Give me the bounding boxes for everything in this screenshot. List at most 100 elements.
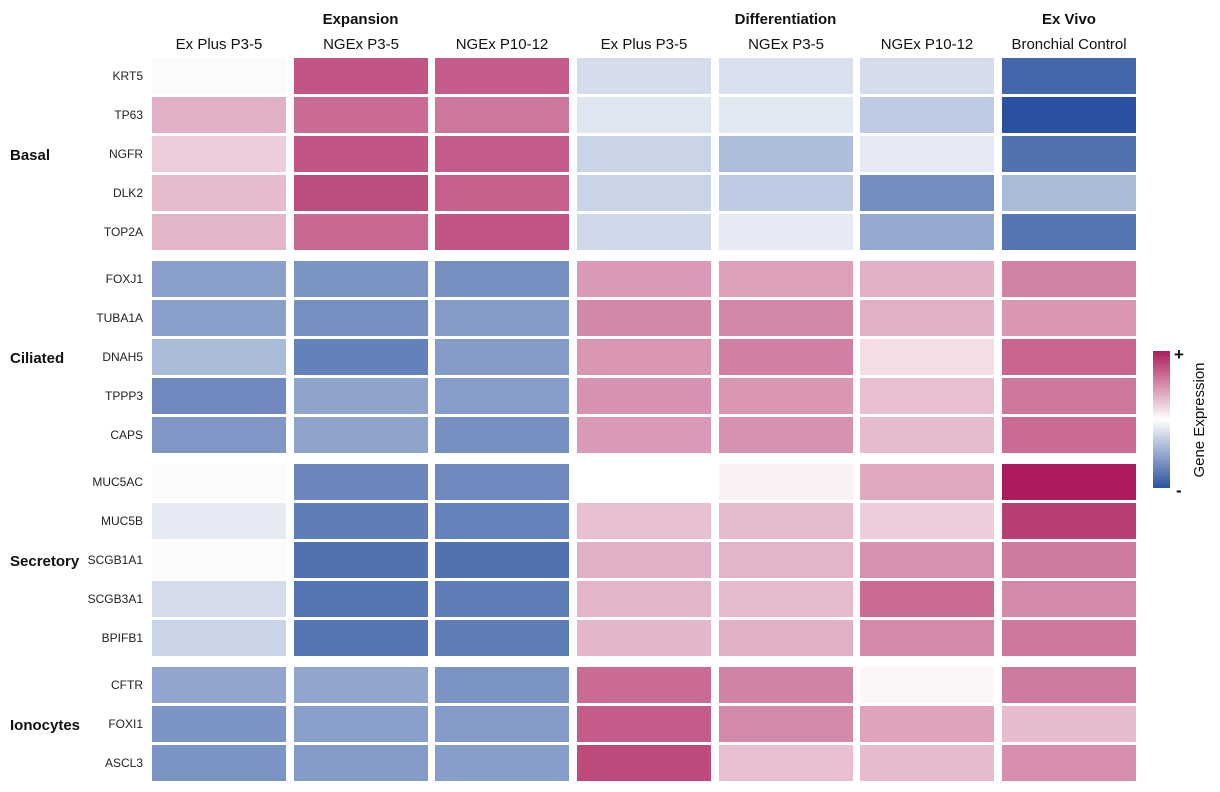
heatmap-cell [294, 97, 428, 133]
gene-label: FOXI1 [108, 717, 143, 731]
column-group-header: Expansion [323, 11, 399, 28]
heatmap-cell [1002, 58, 1136, 94]
column-group-header: Differentiation [735, 11, 837, 28]
gene-label: TUBA1A [96, 311, 143, 325]
heatmap-cell [577, 620, 711, 656]
heatmap-cell [577, 581, 711, 617]
heatmap-cell [435, 745, 569, 781]
heatmap-cell [1002, 503, 1136, 539]
heatmap-cell [577, 503, 711, 539]
heatmap-cell [577, 175, 711, 211]
heatmap-cell [860, 97, 994, 133]
row-group-label: Secretory [10, 553, 80, 570]
heatmap-cell [719, 503, 853, 539]
heatmap-cell [152, 542, 286, 578]
heatmap-cell [294, 503, 428, 539]
column-group-header: Ex Vivo [1042, 11, 1096, 28]
heatmap-cell [152, 581, 286, 617]
gene-label: DNAH5 [102, 350, 143, 364]
row-group-label: Ciliated [10, 350, 64, 367]
heatmap-cell [152, 667, 286, 703]
heatmap-cell [719, 417, 853, 453]
heatmap-cell [294, 261, 428, 297]
heatmap-cell [435, 706, 569, 742]
colorbar-max-label: + [1174, 345, 1184, 364]
heatmap-cell [152, 214, 286, 250]
heatmap-cell [152, 378, 286, 414]
heatmap-cell [152, 261, 286, 297]
heatmap-cell [435, 667, 569, 703]
heatmap-cell [152, 745, 286, 781]
heatmap-cell [152, 175, 286, 211]
gene-label: SCGB3A1 [88, 592, 144, 606]
heatmap-cell [294, 175, 428, 211]
heatmap-cell [860, 417, 994, 453]
heatmap-cell [152, 300, 286, 336]
heatmap-cell [294, 300, 428, 336]
heatmap-cell [719, 97, 853, 133]
heatmap-cell [860, 58, 994, 94]
heatmap-cell [577, 464, 711, 500]
heatmap-cell [719, 300, 853, 336]
heatmap-cell [1002, 214, 1136, 250]
heatmap-cell [577, 417, 711, 453]
heatmap-cell [152, 339, 286, 375]
heatmap-cell [294, 667, 428, 703]
heatmap-cell [435, 503, 569, 539]
heatmap-cell [719, 667, 853, 703]
heatmap-cell [294, 706, 428, 742]
heatmap-cell [294, 620, 428, 656]
heatmap-cell [719, 339, 853, 375]
column-header: NGEx P10-12 [456, 36, 549, 53]
heatmap-cell [860, 542, 994, 578]
heatmap-cell [1002, 136, 1136, 172]
heatmap-cell [152, 417, 286, 453]
heatmap-cell [435, 620, 569, 656]
heatmap-cell [860, 464, 994, 500]
heatmap-cell [719, 464, 853, 500]
heatmap-cell [435, 97, 569, 133]
gene-label: BPIFB1 [102, 631, 144, 645]
heatmap-cell [435, 542, 569, 578]
colorbar [1153, 351, 1170, 488]
heatmap-cell [860, 214, 994, 250]
heatmap-cell [577, 667, 711, 703]
heatmap-cell [1002, 667, 1136, 703]
row-group-label: Ionocytes [10, 717, 80, 734]
heatmap-cell [1002, 542, 1136, 578]
heatmap-cell [577, 214, 711, 250]
gene-label: TPPP3 [105, 389, 143, 403]
heatmap-cell [577, 378, 711, 414]
gene-label: CAPS [110, 428, 143, 442]
heatmap-cell [719, 620, 853, 656]
heatmap-cell [577, 542, 711, 578]
heatmap-cell [577, 136, 711, 172]
heatmap-cell [294, 542, 428, 578]
gene-label: SCGB1A1 [88, 553, 144, 567]
heatmap-cell [294, 464, 428, 500]
gene-label: KRT5 [113, 69, 144, 83]
heatmap-cell [1002, 620, 1136, 656]
heatmap-cell [1002, 417, 1136, 453]
heatmap-cell [1002, 339, 1136, 375]
heatmap-cell [1002, 97, 1136, 133]
heatmap-cell [294, 745, 428, 781]
heatmap-cell [719, 745, 853, 781]
gene-label: FOXJ1 [106, 272, 144, 286]
heatmap-cell [860, 339, 994, 375]
heatmap-cell [719, 542, 853, 578]
heatmap-cell [294, 417, 428, 453]
colorbar-min-label: - [1176, 481, 1182, 500]
heatmap-cell [294, 339, 428, 375]
gene-label: TP63 [114, 108, 143, 122]
heatmap-cell [719, 378, 853, 414]
heatmap-cell [860, 620, 994, 656]
colorbar-title: Gene Expression [1191, 362, 1208, 477]
heatmap-cell [1002, 464, 1136, 500]
heatmap-cell [435, 214, 569, 250]
column-header: Bronchial Control [1011, 36, 1126, 53]
gene-label: CFTR [111, 678, 143, 692]
heatmap-cell [719, 58, 853, 94]
gene-label: DLK2 [113, 186, 143, 200]
